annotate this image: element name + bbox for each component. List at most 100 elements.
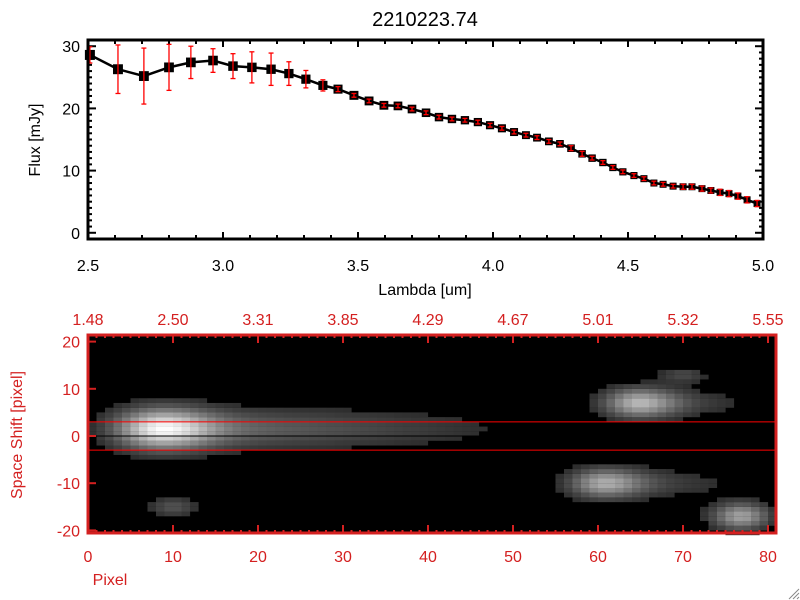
image-cell: [640, 487, 650, 493]
image-cell: [156, 412, 165, 418]
image-cell: [683, 379, 692, 385]
image-cell: [241, 426, 250, 432]
image-cell: [113, 440, 123, 446]
image-cell: [598, 464, 607, 470]
image-cell: [717, 402, 726, 408]
image-cell: [589, 497, 599, 503]
image-cell: [640, 464, 650, 470]
image-cell: [181, 426, 191, 432]
image-cell: [343, 417, 352, 422]
image-cell: [674, 374, 684, 380]
image-cell: [147, 398, 157, 404]
top-x-tick-label: 3.85: [327, 312, 358, 329]
image-cell: [96, 426, 106, 432]
image-cell: [632, 384, 641, 389]
image-cell: [241, 417, 250, 422]
x-axis-label: Lambda [um]: [378, 282, 471, 299]
image-cell: [666, 478, 675, 484]
error-bar: [320, 79, 326, 92]
image-cell: [615, 473, 624, 479]
image-cell: [139, 417, 148, 422]
image-cell: [683, 412, 692, 418]
error-bar: [141, 47, 147, 105]
image-cell: [657, 379, 667, 385]
image-cell: [734, 506, 743, 512]
image-cell: [683, 483, 692, 488]
image-cell: [623, 417, 633, 422]
image-cell: [411, 431, 420, 437]
image-cell: [402, 417, 412, 422]
image-cell: [147, 412, 157, 418]
image-cell: [615, 407, 624, 413]
image-cell: [207, 450, 216, 455]
image-cell: [164, 506, 174, 512]
resize-grip-icon[interactable]: [786, 586, 800, 600]
image-cell: [691, 473, 701, 479]
image-cell: [394, 421, 403, 427]
image-cell: [317, 417, 327, 422]
plot-frame: [86, 38, 765, 241]
image-cell: [343, 412, 352, 418]
image-cell: [632, 402, 641, 408]
image-cell: [436, 417, 446, 422]
image-cell: [190, 417, 199, 422]
image-cell: [317, 440, 327, 446]
image-cell: [198, 417, 208, 422]
image-cell: [708, 402, 718, 408]
image-cell: [623, 464, 633, 470]
image-cell: [640, 412, 650, 418]
image-cell: [691, 398, 701, 404]
image-cell: [606, 473, 616, 479]
image-cell: [649, 393, 658, 399]
image-cell: [283, 436, 293, 441]
image-cell: [708, 511, 718, 517]
image-cell: [309, 440, 318, 446]
image-cell: [147, 426, 157, 432]
image-cell: [190, 421, 199, 427]
image-cell: [479, 426, 488, 432]
image-cell: [139, 402, 148, 408]
image-cell: [411, 417, 420, 422]
image-cell: [283, 421, 293, 427]
image-cell: [190, 412, 199, 418]
x-tick-label: 20: [249, 549, 267, 566]
image-cell: [674, 384, 684, 389]
image-cell: [717, 393, 726, 399]
image-cell: [632, 492, 641, 498]
image-cell: [190, 506, 199, 512]
image-cell: [470, 426, 480, 432]
image-cell: [173, 440, 182, 446]
image-cell: [215, 417, 225, 422]
image-cell: [326, 445, 335, 451]
image-cell: [343, 440, 352, 446]
error-bar: [423, 110, 429, 116]
error-bar: [511, 129, 517, 135]
spectral-image-plot: 0 1.48 10 2.50 20 3.31 30 3.85 40 4.29 50 4.67 60 5.0…: [9, 312, 784, 589]
image-cell: [164, 440, 174, 446]
image-cell: [190, 450, 199, 455]
image-cell: [207, 417, 216, 422]
error-bar: [210, 48, 216, 73]
image-cell: [164, 407, 174, 413]
image-cell: [598, 487, 607, 493]
image-cell: [164, 454, 174, 460]
image-cell: [581, 469, 590, 474]
image-cell: [130, 450, 140, 455]
image-cell: [147, 407, 157, 413]
image-cell: [640, 417, 650, 422]
image-cell: [589, 469, 599, 474]
image-cell: [198, 402, 208, 408]
error-bar: [462, 117, 468, 123]
image-cell: [368, 436, 378, 441]
image-cell: [632, 473, 641, 479]
image-cell: [564, 473, 573, 479]
image-cell: [742, 502, 752, 507]
image-cell: [96, 412, 106, 418]
image-cell: [436, 436, 446, 441]
image-cell: [173, 502, 182, 507]
image-cell: [623, 412, 633, 418]
image-cell: [700, 511, 709, 517]
image-cell: [691, 393, 701, 399]
image-cell: [130, 421, 140, 427]
image-cell: [275, 426, 284, 432]
